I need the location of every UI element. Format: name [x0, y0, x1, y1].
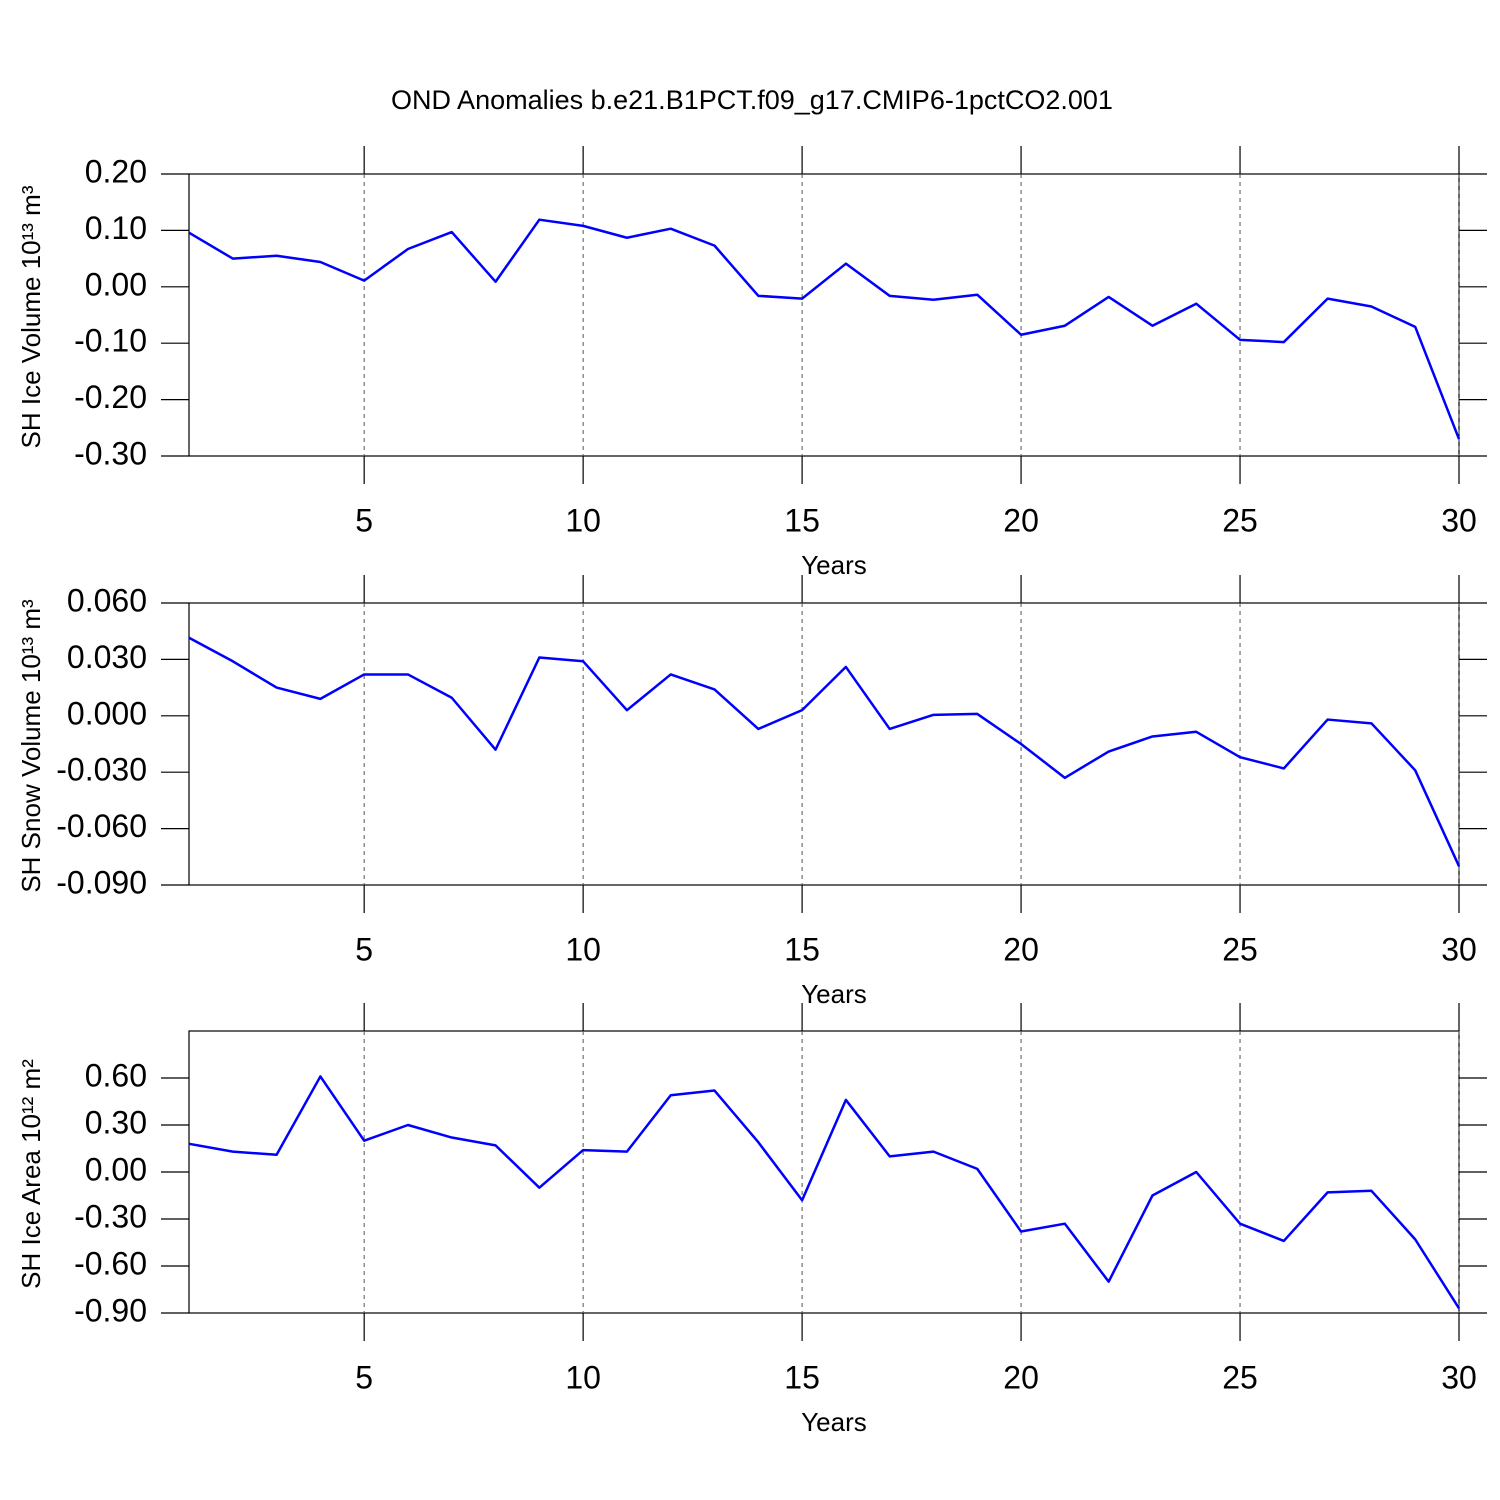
y-tick-label: 0.20 [85, 153, 147, 189]
x-tick-label: 10 [565, 1359, 601, 1395]
data-line [188, 218, 1461, 440]
y-tick-label: -0.10 [74, 323, 147, 359]
y-tick-label: 0.030 [67, 639, 147, 675]
x-tick-label: 30 [1441, 1359, 1477, 1395]
plot-frame [188, 1030, 1460, 1314]
y-tick-label: 0.00 [85, 1151, 147, 1187]
x-tick-label: 10 [565, 502, 601, 538]
x-tick-label: 5 [355, 502, 373, 538]
y-tick-label: -0.30 [74, 1198, 147, 1234]
x-tick-label: 15 [784, 1359, 820, 1395]
y-tick-label: 0.10 [85, 210, 147, 246]
y-axis-label: SH Ice Area 10¹² m² [16, 1059, 46, 1289]
y-tick-label: -0.30 [74, 435, 147, 471]
x-tick-label: 25 [1222, 502, 1258, 538]
y-tick-label: 0.060 [67, 582, 147, 618]
x-tick-label: 25 [1222, 1359, 1258, 1395]
y-tick-label: 0.30 [85, 1104, 147, 1140]
x-axis-label: Years [801, 1407, 867, 1437]
y-tick-label: -0.60 [74, 1245, 147, 1281]
x-tick-label: 5 [355, 931, 373, 967]
y-tick-label: -0.030 [56, 752, 147, 788]
x-tick-label: 20 [1003, 931, 1039, 967]
x-tick-label: 30 [1441, 502, 1477, 538]
x-axis-label: Years [801, 979, 867, 1009]
y-tick-label: 0.60 [85, 1057, 147, 1093]
x-tick-label: 5 [355, 1359, 373, 1395]
y-tick-label: 0.00 [85, 266, 147, 302]
x-tick-label: 20 [1003, 1359, 1039, 1395]
data-line [188, 636, 1461, 867]
data-line [188, 1075, 1461, 1309]
y-tick-label: -0.060 [56, 808, 147, 844]
x-tick-label: 25 [1222, 931, 1258, 967]
x-tick-label: 20 [1003, 502, 1039, 538]
y-tick-label: -0.90 [74, 1292, 147, 1328]
y-tick-label: -0.090 [56, 864, 147, 900]
figure-title: OND Anomalies b.e21.B1PCT.f09_g17.CMIP6-… [391, 85, 1113, 115]
y-tick-label: -0.20 [74, 379, 147, 415]
x-tick-label: 15 [784, 502, 820, 538]
x-tick-label: 10 [565, 931, 601, 967]
y-axis-label: SH Snow Volume 10¹³ m³ [16, 599, 46, 893]
y-tick-label: 0.000 [67, 695, 147, 731]
x-axis-label: Years [801, 550, 867, 580]
x-tick-label: 15 [784, 931, 820, 967]
x-tick-label: 30 [1441, 931, 1477, 967]
y-axis-label: SH Ice Volume 10¹³ m³ [16, 185, 46, 448]
plot-frame [188, 602, 1460, 886]
plot-frame [188, 173, 1460, 457]
